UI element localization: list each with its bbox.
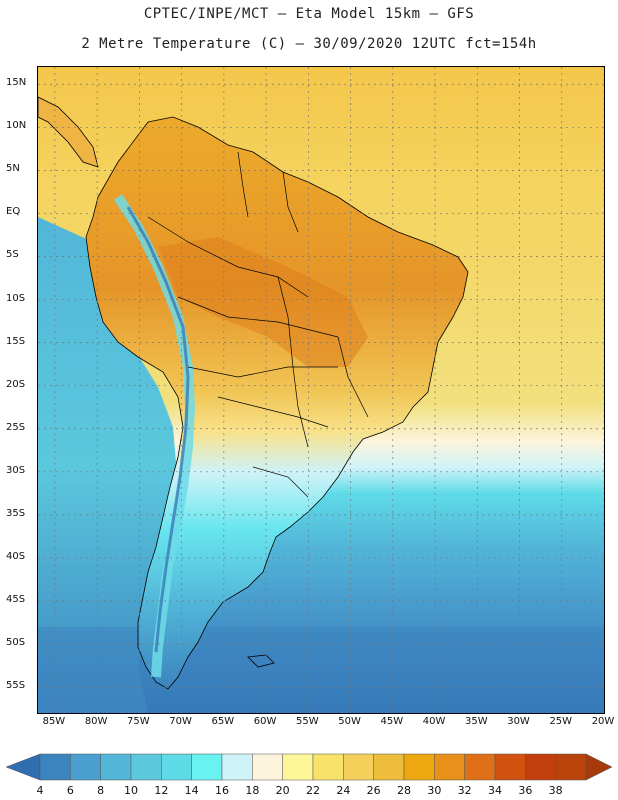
lat-label-35S: 35S (6, 507, 26, 519)
colorbar-level-26: 26 (366, 784, 381, 797)
colorbar-level-32: 32 (457, 784, 472, 797)
colorbar-bin-5 (191, 753, 223, 781)
lon-label-80W: 80W (84, 716, 108, 727)
lat-label-25S: 25S (6, 421, 26, 433)
hot-interior-region (158, 237, 368, 367)
map-title-line1: CPTEC/INPE/MCT — Eta Model 15km — GFS (143, 6, 475, 22)
colorbar-bin-10 (343, 753, 374, 781)
colorbar-level-22: 22 (306, 784, 320, 797)
lat-label-30S: 30S (6, 464, 26, 476)
colorbar-level-6: 6 (66, 784, 74, 797)
colorbar-level-34: 34 (488, 784, 502, 797)
temperature-map (37, 66, 605, 714)
lat-label-15S: 15S (6, 335, 26, 347)
map-grid (38, 67, 604, 713)
lat-label-10N: 10N (6, 120, 27, 132)
colorbar-bin-17 (555, 753, 587, 781)
lat-label-40S: 40S (6, 550, 26, 562)
lat-label-50S: 50S (6, 637, 26, 649)
lon-label-30W: 30W (507, 716, 530, 727)
colorbar-bin-13 (434, 753, 465, 781)
lon-label-60W: 60W (253, 716, 277, 727)
lat-label-15N: 15N (6, 77, 27, 89)
lon-label-55W: 55W (296, 716, 319, 727)
lon-label-20W: 20W (591, 716, 615, 727)
central-america-landmass (38, 96, 99, 168)
colorbar-level-14: 14 (184, 784, 199, 797)
colorbar-level-4: 4 (36, 784, 44, 797)
colorbar-level-38: 38 (548, 784, 563, 797)
colorbar-bin-8 (282, 753, 314, 781)
colorbar-bin-7 (252, 753, 283, 781)
falkland-islands (247, 654, 275, 668)
lon-label-85W: 85W (42, 716, 66, 727)
colorbar-bin-0 (39, 753, 71, 781)
colorbar-bin-6 (221, 753, 253, 781)
colorbar-bin-14 (464, 753, 496, 781)
colorbar-arrow-high (585, 753, 613, 781)
lat-label-55S: 55S (6, 680, 26, 692)
colorbar-level-20: 20 (275, 784, 290, 797)
colorbar-level-8: 8 (97, 784, 105, 797)
colorbar-bin-15 (494, 753, 526, 781)
lon-label-40W: 40W (422, 716, 446, 727)
lat-label-20S: 20S (6, 378, 26, 390)
colorbar-bin-9 (312, 753, 344, 781)
andes-ridge-line (126, 206, 190, 653)
map-title-line2: 2 Metre Temperature (C) — 30/09/2020 12U… (81, 36, 537, 52)
lat-label-EQ: EQ (6, 206, 21, 218)
map-canvas (38, 67, 604, 713)
colorbar-bin-16 (525, 753, 556, 781)
colorbar-level-18: 18 (245, 784, 260, 797)
colorbar-arrow-low (5, 753, 41, 781)
lon-label-45W: 45W (380, 716, 404, 727)
colorbar-bin-12 (403, 753, 435, 781)
lon-label-25W: 25W (549, 716, 573, 727)
colorbar-level-28: 28 (397, 784, 411, 797)
lat-label-10S: 10S (6, 292, 26, 304)
lat-label-45S: 45S (6, 594, 26, 606)
colorbar-level-36: 36 (518, 784, 533, 797)
lon-label-50W: 50W (338, 716, 361, 727)
colorbar-bin-1 (70, 753, 101, 781)
lat-label-5S: 5S (6, 249, 19, 261)
southern-cold-band (38, 627, 604, 713)
pacific-ocean-field (38, 217, 178, 713)
colorbar-level-12: 12 (154, 784, 169, 797)
colorbar-level-24: 24 (336, 784, 351, 797)
lon-label-70W: 70W (169, 716, 192, 727)
lat-label-5N: 5N (6, 163, 20, 175)
colorbar-level-16: 16 (215, 784, 229, 797)
colorbar-level-10: 10 (124, 784, 138, 797)
colorbar-bin-4 (161, 753, 192, 781)
country-borders (147, 151, 369, 498)
colorbar-level-30: 30 (427, 784, 442, 797)
lon-label-65W: 65W (211, 716, 235, 727)
lon-label-35W: 35W (464, 716, 488, 727)
colorbar-bin-3 (130, 753, 162, 781)
lon-label-75W: 75W (127, 716, 150, 727)
colorbar-bin-2 (100, 753, 132, 781)
colorbar-bin-11 (373, 753, 405, 781)
temperature-colorbar (5, 753, 613, 781)
